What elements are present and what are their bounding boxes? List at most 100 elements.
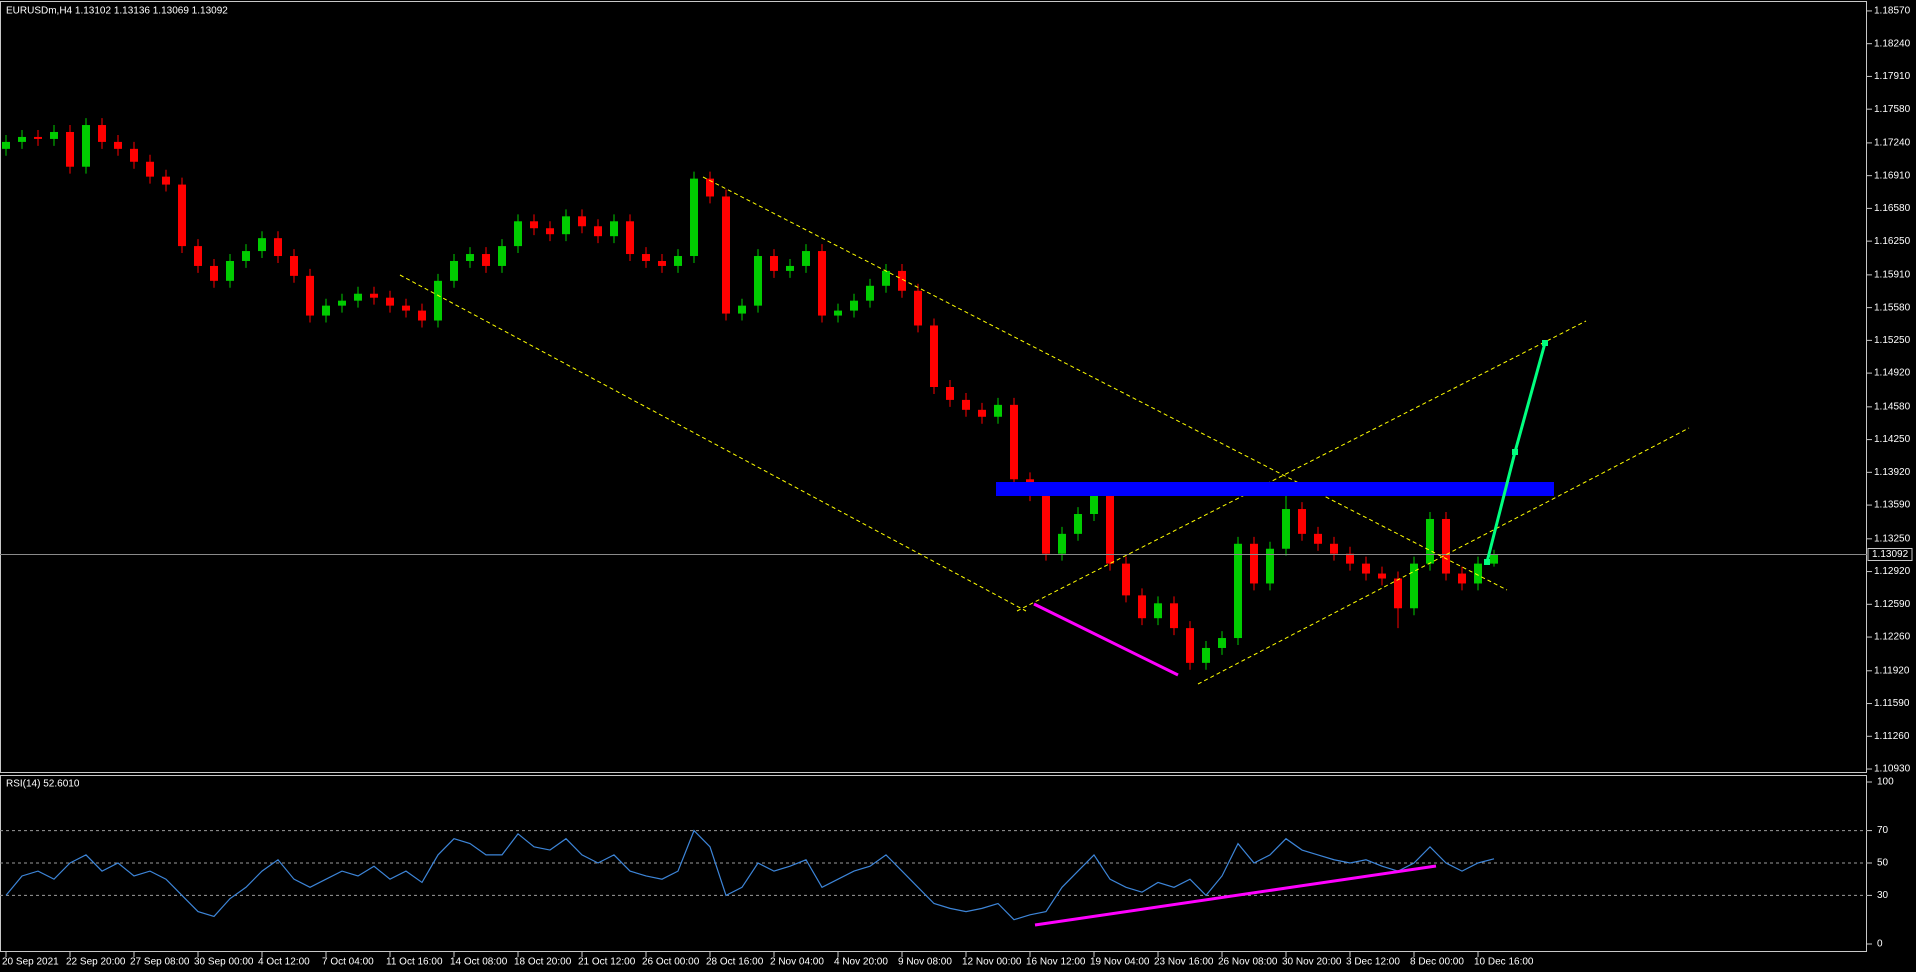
candle-body [1074, 514, 1082, 534]
y-tick-label: 1.13920 [1874, 467, 1911, 478]
candle-body [690, 178, 698, 257]
resistance-zone [996, 482, 1554, 496]
x-tick-label: 3 Dec 12:00 [1346, 957, 1400, 968]
candle-body [2, 141, 10, 149]
candle-body [1154, 603, 1162, 619]
x-tick-label: 4 Nov 20:00 [834, 957, 888, 968]
candle-body [482, 254, 490, 266]
divergence-line [1034, 864, 1437, 927]
x-tick-label: 16 Nov 12:00 [1026, 957, 1086, 968]
y-tick-label: 1.17580 [1874, 104, 1911, 115]
candle-body [594, 226, 602, 237]
candle-body [1410, 563, 1418, 609]
chart-title: EURUSDm,H4 1.13102 1.13136 1.13069 1.130… [6, 6, 228, 17]
candle-body [306, 275, 314, 316]
candle-body [1314, 533, 1322, 544]
candle-body [770, 256, 778, 271]
y-tick-label: 1.16580 [1874, 203, 1911, 214]
candle-body [66, 131, 74, 167]
candle-body [722, 196, 730, 314]
y-tick-label: 1.11260 [1874, 731, 1910, 742]
candle-body [98, 125, 106, 142]
candle-body [354, 293, 362, 301]
x-tick-label: 23 Nov 16:00 [1154, 957, 1214, 968]
x-tick-label: 26 Nov 08:00 [1218, 957, 1278, 968]
candle-body [18, 136, 26, 142]
y-tick-label: 1.15910 [1874, 270, 1911, 281]
x-tick-label: 27 Sep 08:00 [130, 957, 190, 968]
y-tick-label: 1.17910 [1874, 71, 1911, 82]
candle-body [914, 290, 922, 326]
candles [2, 118, 1498, 670]
y-tick-label: 100 [1877, 777, 1894, 788]
candle-body [162, 176, 170, 185]
candle-body [1266, 548, 1274, 584]
y-tick-label: 1.13250 [1874, 533, 1911, 544]
candle-body [274, 238, 282, 257]
x-tick-label: 9 Nov 08:00 [898, 957, 952, 968]
candle-body [1330, 543, 1338, 554]
candle-body [434, 280, 442, 321]
candle-body [1058, 533, 1066, 554]
candle-body [450, 260, 458, 281]
candle-body [1426, 518, 1434, 564]
candle-body [626, 221, 634, 255]
candle-body [546, 228, 554, 235]
last-price-label: 1.13092 [1872, 549, 1909, 560]
candle-body [1042, 494, 1050, 554]
y-tick-label: 1.18240 [1874, 38, 1911, 49]
candle-body [946, 387, 954, 400]
x-tick-label: 4 Oct 12:00 [258, 957, 310, 968]
candle-body [146, 161, 154, 177]
y-tick-label: 1.12260 [1874, 632, 1911, 643]
rsi-line [5, 829, 1495, 921]
x-tick-label: 18 Oct 20:00 [514, 957, 572, 968]
candle-body [754, 256, 762, 306]
y-tick-label: 1.11920 [1874, 665, 1910, 676]
candle-body [242, 251, 250, 261]
trend-line [702, 176, 1508, 591]
x-tick-label: 30 Sep 00:00 [194, 957, 254, 968]
trend-line [1197, 427, 1690, 685]
candle-body [338, 300, 346, 306]
y-tick-label: 1.17240 [1874, 138, 1911, 149]
candle-body [866, 285, 874, 301]
candle-body [1010, 404, 1018, 480]
candle-body [1106, 492, 1114, 564]
rsi-title: RSI(14) 52.6010 [6, 779, 80, 790]
x-tick-label: 28 Oct 16:00 [706, 957, 764, 968]
candle-body [498, 246, 506, 266]
y-tick-label: 1.11590 [1874, 698, 1910, 709]
candle-body [850, 300, 858, 311]
x-tick-label: 14 Oct 08:00 [450, 957, 508, 968]
candle-body [386, 297, 394, 306]
y-tick-label: 1.13590 [1874, 500, 1911, 511]
candle-body [1170, 603, 1178, 629]
candle-body [802, 251, 810, 266]
candle-body [210, 265, 218, 281]
candle-body [1250, 543, 1258, 584]
candle-body [530, 221, 538, 229]
candle-body [114, 141, 122, 149]
candle-body [610, 221, 618, 237]
candle-body [738, 305, 746, 314]
y-tick-label: 50 [1877, 858, 1889, 869]
y-tick-label: 1.14580 [1874, 401, 1911, 412]
x-tick-label: 10 Dec 16:00 [1474, 957, 1534, 968]
candle-body [962, 399, 970, 410]
x-tick-label: 26 Oct 00:00 [642, 957, 700, 968]
candle-body [370, 293, 378, 298]
candle-body [1122, 563, 1130, 596]
candle-body [1378, 573, 1386, 579]
y-tick-label: 1.16250 [1874, 236, 1911, 247]
y-tick-label: 1.10930 [1874, 764, 1911, 775]
candle-body [1394, 578, 1402, 609]
candle-body [706, 178, 714, 197]
candle-body [1442, 518, 1450, 574]
x-tick-label: 12 Nov 00:00 [962, 957, 1022, 968]
candle-body [1282, 509, 1290, 549]
candle-body [178, 184, 186, 247]
x-tick-label: 2 Nov 04:00 [770, 957, 824, 968]
